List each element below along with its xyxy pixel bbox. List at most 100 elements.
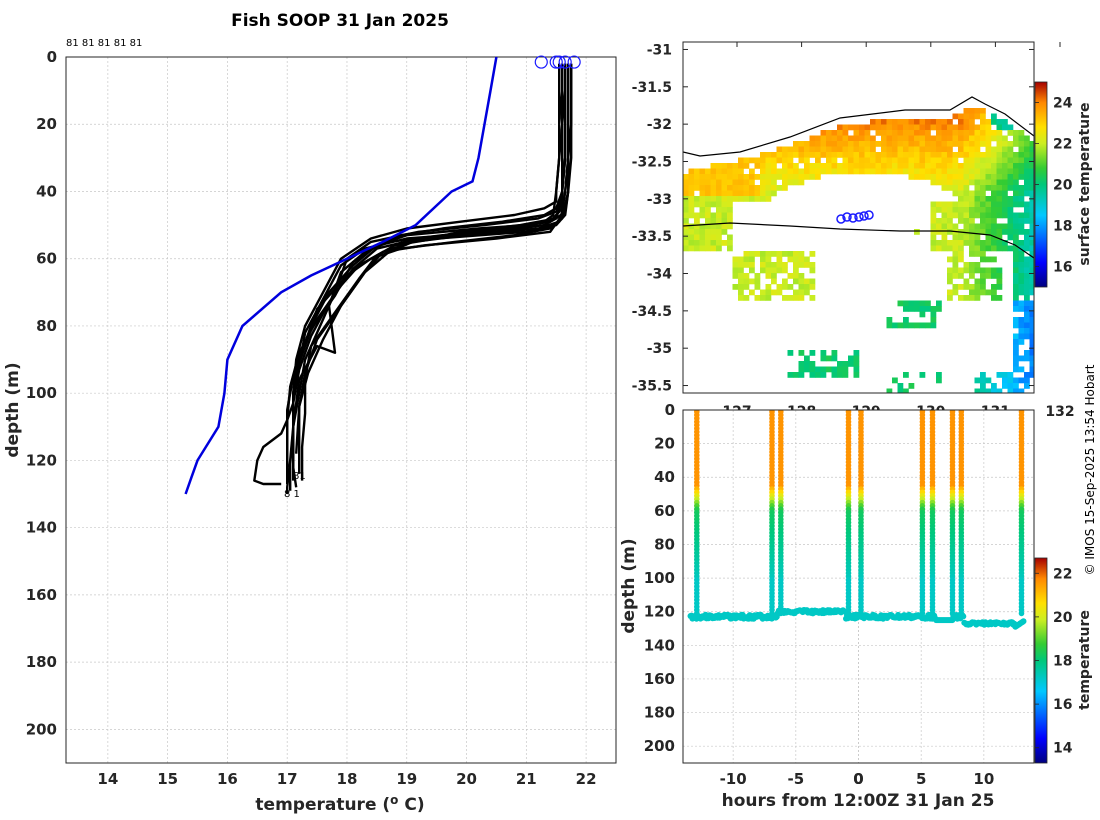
sst-cell	[749, 262, 755, 268]
map-y-tick-label: -31	[647, 42, 672, 58]
sst-cell	[892, 157, 898, 164]
sst-cell	[881, 135, 887, 142]
sst-cell	[952, 141, 959, 147]
sst-cell	[925, 146, 931, 153]
sst-cell	[985, 119, 992, 125]
sst-cell	[886, 130, 893, 136]
sst-cell	[804, 262, 810, 268]
sst-cell	[996, 245, 1003, 252]
sst-cell	[760, 168, 766, 175]
sst-cell	[947, 141, 953, 147]
left-y-tick-label: 160	[26, 586, 57, 604]
sst-cell	[699, 240, 706, 246]
sst-cell	[925, 157, 931, 164]
sst-cell	[875, 152, 882, 158]
sst-cell	[991, 240, 997, 246]
sst-cell	[859, 168, 865, 175]
sst-cell	[1013, 355, 1019, 362]
sst-cell	[908, 300, 915, 307]
sst-cell	[1018, 229, 1025, 235]
sst-cell	[870, 124, 876, 131]
sst-cell	[694, 223, 700, 230]
sst-cell	[815, 168, 821, 175]
sst-cell	[699, 234, 706, 241]
temperature-profile-line	[292, 63, 567, 488]
sst-cell	[1024, 273, 1030, 279]
sst-cell	[930, 245, 937, 252]
sst-cell	[1002, 201, 1008, 208]
sst-cell	[952, 152, 959, 158]
sst-cell	[1013, 157, 1019, 164]
sst-cell	[787, 179, 794, 186]
sst-cell	[980, 251, 986, 257]
section-y-tick-label: 180	[644, 704, 675, 722]
sst-cell	[996, 179, 1003, 186]
sst-cell	[947, 124, 953, 131]
sst-cell	[914, 119, 920, 125]
sst-cell	[969, 157, 975, 164]
sst-cell	[881, 119, 887, 125]
sst-cell	[771, 152, 777, 158]
sst-cell	[996, 157, 1003, 164]
section-cast-point	[858, 610, 864, 617]
sst-cell	[1002, 229, 1008, 235]
sst-cell	[886, 163, 893, 169]
sst-cell	[771, 251, 777, 257]
sst-cell	[908, 174, 915, 180]
left-y-tick-labels: 0 20 40 60 80 100 120 140 160 180 200	[26, 48, 57, 738]
sst-cell	[710, 234, 717, 241]
sst-cell	[1007, 146, 1014, 153]
sst-cell	[820, 168, 827, 175]
sst-cell	[952, 240, 959, 246]
sst-cell	[853, 372, 860, 378]
sst-cell	[974, 295, 981, 301]
sst-cell	[1029, 201, 1034, 208]
sst-cell	[996, 196, 1003, 202]
sst-cell	[941, 240, 948, 246]
section-cast-point	[919, 610, 926, 617]
sst-cell	[1029, 218, 1034, 224]
section-x-tick-label: 0	[853, 770, 863, 788]
sst-cell	[699, 168, 706, 175]
sst-cell	[1018, 262, 1025, 268]
sst-cell	[991, 119, 997, 125]
sst-cell	[787, 152, 794, 158]
sst-cell	[952, 174, 959, 180]
sst-cell	[699, 190, 706, 197]
sst-cell	[721, 240, 728, 246]
sst-cell	[980, 218, 986, 224]
sst-cell	[941, 245, 948, 252]
sst-cell	[974, 388, 981, 393]
sst-cell	[903, 300, 909, 307]
sst-cell	[941, 179, 948, 186]
sst-cell	[782, 163, 788, 169]
sst-cell	[914, 168, 920, 175]
sst-cell	[980, 245, 986, 252]
sst-cell	[1013, 168, 1019, 175]
sst-cell	[1018, 256, 1025, 263]
sst-cell	[732, 179, 739, 186]
sst-cell	[754, 251, 761, 257]
sst-cell	[1018, 163, 1025, 169]
sst-cell	[1007, 201, 1014, 208]
sst-cell	[848, 355, 854, 362]
sst-cell	[969, 152, 975, 158]
sst-cell	[925, 135, 931, 142]
sst-cell	[804, 256, 810, 263]
sst-cell	[974, 234, 981, 241]
sst-cell	[1024, 152, 1030, 158]
sst-cell	[963, 163, 970, 169]
left-gridlines	[66, 56, 616, 763]
sst-cell	[980, 113, 986, 120]
sst-cell	[1024, 168, 1030, 175]
depth-time-section-panel: -10 -5 0 0 5 10 0 20 40 60 80 100 120 140 160 180 200 1…	[619, 401, 1093, 811]
sst-cell	[705, 229, 711, 235]
sst-cell	[776, 185, 783, 191]
sst-cell	[936, 377, 942, 384]
sst-cell	[771, 179, 777, 186]
sst-cell	[903, 317, 909, 323]
sst-cell	[1002, 174, 1008, 180]
sst-cell	[908, 130, 915, 136]
sst-cell	[1007, 141, 1014, 147]
sst-cell	[969, 174, 975, 180]
